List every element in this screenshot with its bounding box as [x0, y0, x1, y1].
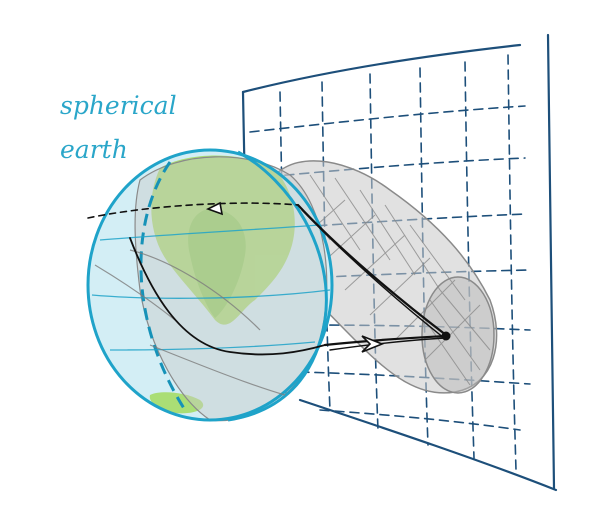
ray-lower — [323, 334, 448, 347]
shadow-end-ellipse — [421, 276, 495, 394]
globe — [86, 148, 334, 422]
label-spherical-earth: spherical earth — [60, 91, 177, 164]
projection-shadow — [260, 160, 498, 394]
upper-arrow-icon — [205, 201, 224, 216]
globe-outline — [86, 148, 334, 422]
ray-paths — [87, 201, 451, 356]
plane-frame — [241, 43, 522, 94]
upper-dashed-path — [87, 202, 299, 219]
land-masses — [149, 155, 295, 414]
label-line-1: spherical — [60, 91, 177, 120]
lower-arrow-icon — [361, 335, 385, 353]
label-line-2: earth — [60, 135, 128, 164]
globe-terminator — [139, 161, 187, 411]
globe-limb — [227, 150, 328, 422]
focal-point — [441, 331, 451, 341]
lower-curve-path — [129, 237, 326, 356]
